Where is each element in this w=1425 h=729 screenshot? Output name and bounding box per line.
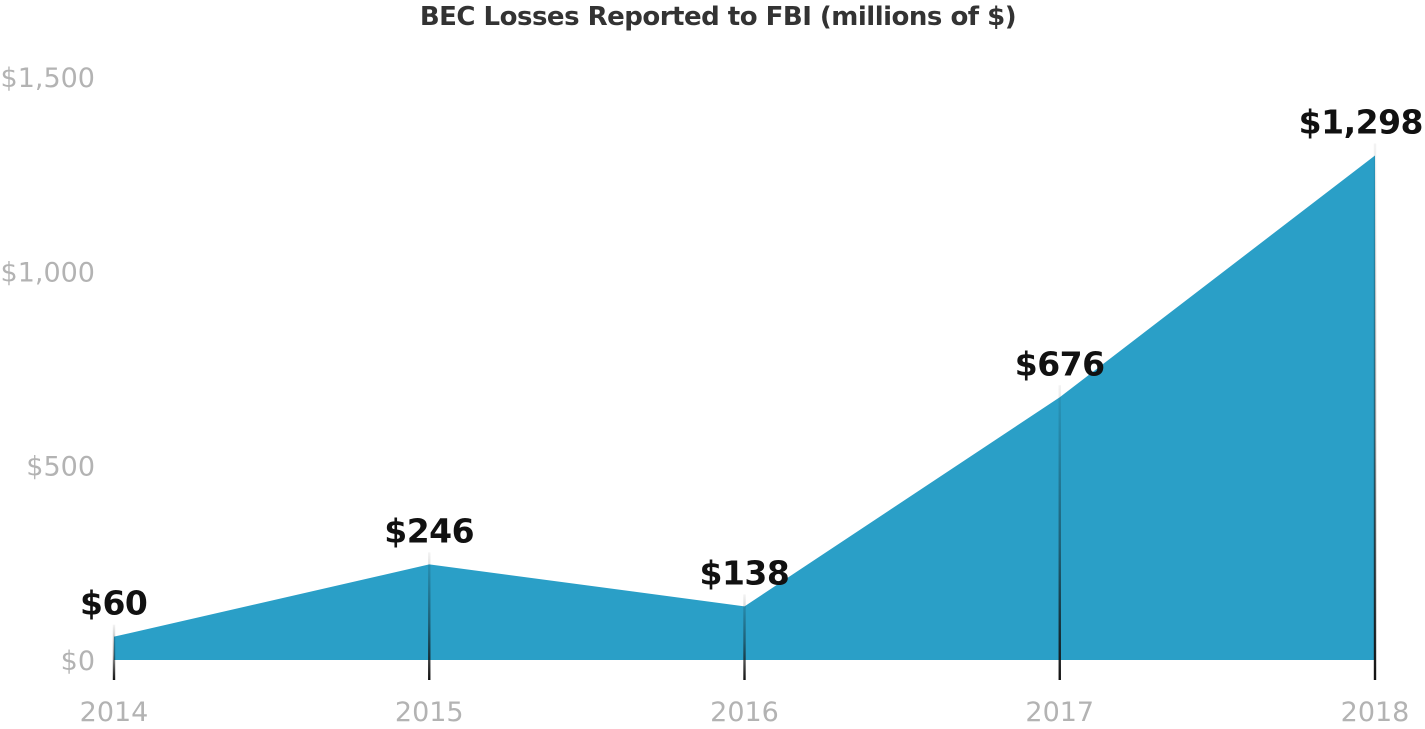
data-label: $138 (700, 553, 790, 592)
value-markers (112, 143, 1377, 680)
data-label: $60 (80, 584, 147, 623)
x-tick-label: 2015 (395, 697, 464, 728)
y-tick-label: $0 (61, 646, 95, 677)
chart-title: BEC Losses Reported to FBI (millions of … (420, 2, 1016, 32)
data-labels: $60 $246 $138 $676 $1,298 (80, 103, 1424, 623)
x-axis-ticks: 2014 2015 2016 2017 2018 (80, 697, 1410, 728)
y-axis-ticks: $0 $500 $1,000 $1,500 (1, 63, 95, 677)
x-tick-label: 2014 (80, 697, 149, 728)
x-tick-label: 2017 (1025, 697, 1094, 728)
y-tick-label: $500 (26, 452, 95, 483)
y-tick-label: $1,000 (1, 257, 95, 288)
data-label: $246 (384, 511, 474, 550)
y-tick-label: $1,500 (1, 63, 95, 94)
value-marker-line (743, 594, 746, 680)
value-marker-line (112, 624, 116, 680)
value-marker-line (1058, 385, 1061, 680)
value-marker-line (428, 552, 431, 680)
data-label: $1,298 (1299, 103, 1423, 142)
x-tick-label: 2016 (710, 697, 779, 728)
value-marker-line (1373, 143, 1377, 680)
data-label: $676 (1015, 344, 1105, 383)
x-tick-label: 2018 (1341, 697, 1410, 728)
